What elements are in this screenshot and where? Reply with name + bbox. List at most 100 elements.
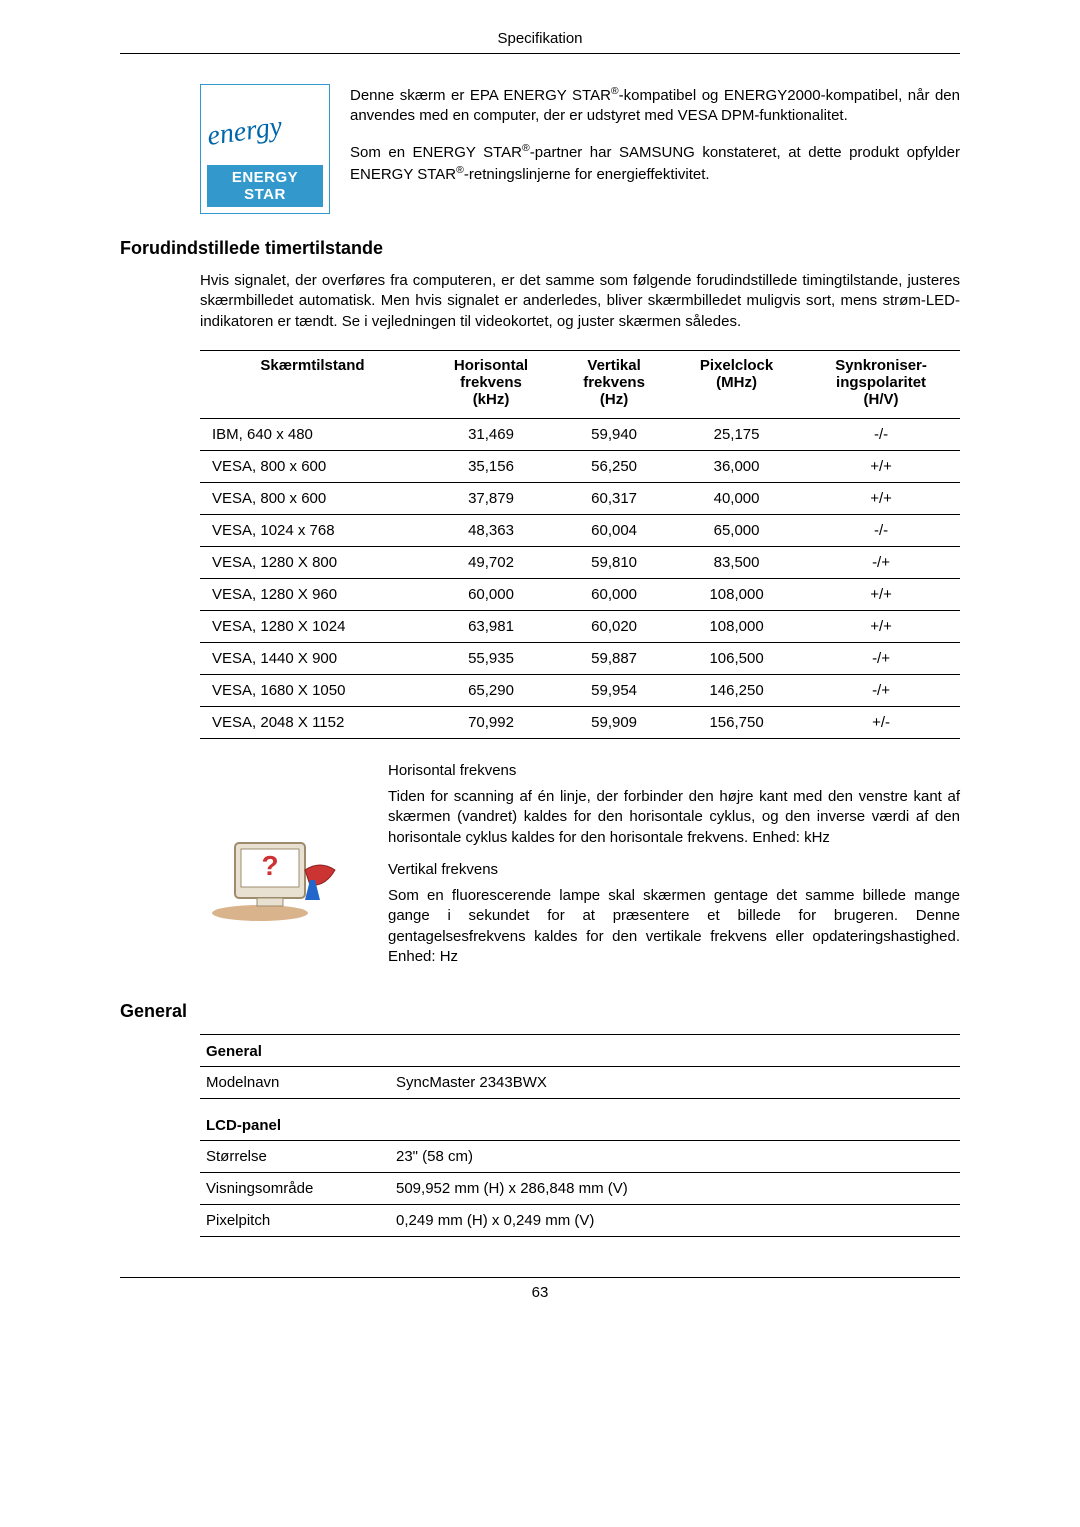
table-row: Visningsområde 509,952 mm (H) x 286,848 … [200,1173,960,1205]
cell-s: +/+ [802,578,960,610]
header-title: Specifikation [497,30,582,47]
cell-h: 55,935 [425,642,557,674]
cell-s: -/- [802,514,960,546]
cell-v: 59,810 [557,546,671,578]
cell-s: +/+ [802,610,960,642]
intro-block: energy ENERGY STAR Denne skærm er EPA EN… [200,84,960,214]
hfreq-body: Tiden for scanning af én linje, der forb… [388,787,960,848]
intro-para-1: Denne skærm er EPA ENERGY STAR®-kompatib… [350,84,960,127]
table-row: VESA, 800 x 60035,15656,25036,000+/+ [200,450,960,482]
cell-mode: VESA, 1280 X 960 [200,578,425,610]
cell-s: +/- [802,706,960,738]
energy-logo-label: ENERGY STAR [207,165,323,207]
lcd-section-row: LCD-panel [200,1099,960,1141]
cell-mode: VESA, 800 x 600 [200,482,425,514]
cell-s: -/- [802,418,960,450]
cell-v: 59,909 [557,706,671,738]
cell-h: 60,000 [425,578,557,610]
cell-h: 31,469 [425,418,557,450]
cell-p: 146,250 [671,674,802,706]
table-row: VESA, 1280 X 80049,70259,81083,500-/+ [200,546,960,578]
page-header: Specifikation [120,30,960,54]
cell-mode: VESA, 800 x 600 [200,450,425,482]
table-row: Pixelpitch 0,249 mm (H) x 0,249 mm (V) [200,1205,960,1237]
cell-mode: VESA, 1280 X 1024 [200,610,425,642]
cell-v: 60,317 [557,482,671,514]
cell-s: -/+ [802,546,960,578]
timing-body: Hvis signalet, der overføres fra compute… [200,271,960,332]
cell-v: 59,940 [557,418,671,450]
cell-mode: VESA, 1680 X 1050 [200,674,425,706]
cell-mode: VESA, 1280 X 800 [200,546,425,578]
table-row: IBM, 640 x 48031,46959,94025,175-/- [200,418,960,450]
timing-header-row: Skærmtilstand Horisontal frekvens (kHz) … [200,350,960,418]
table-row: VESA, 800 x 60037,87960,31740,000+/+ [200,482,960,514]
cell-h: 49,702 [425,546,557,578]
frequency-illustration-icon: ? [200,810,360,930]
general-table: General Modelnavn SyncMaster 2343BWX LCD… [200,1034,960,1237]
cell-h: 37,879 [425,482,557,514]
cell-p: 40,000 [671,482,802,514]
cell-value: 23" (58 cm) [390,1141,960,1173]
vfreq-title: Vertikal frekvens [388,860,960,880]
cell-p: 156,750 [671,706,802,738]
cell-v: 60,004 [557,514,671,546]
cell-mode: VESA, 2048 X 1152 [200,706,425,738]
frequency-text: Horisontal frekvens Tiden for scanning a… [388,761,960,979]
cell-p: 108,000 [671,610,802,642]
th-vfreq: Vertikal frekvens (Hz) [557,350,671,418]
cell-label: Visningsområde [200,1173,390,1205]
lcd-section-label: LCD-panel [200,1099,960,1141]
cell-v: 60,020 [557,610,671,642]
table-row: VESA, 2048 X 115270,99259,909156,750+/- [200,706,960,738]
general-heading: General [120,1001,960,1022]
cell-v: 56,250 [557,450,671,482]
timing-table: Skærmtilstand Horisontal frekvens (kHz) … [200,350,960,739]
table-row: VESA, 1280 X 96060,00060,000108,000+/+ [200,578,960,610]
cell-v: 59,887 [557,642,671,674]
th-hfreq: Horisontal frekvens (kHz) [425,350,557,418]
table-row: VESA, 1024 x 76848,36360,00465,000-/- [200,514,960,546]
table-row: Størrelse 23" (58 cm) [200,1141,960,1173]
intro-text: Denne skærm er EPA ENERGY STAR®-kompatib… [350,84,960,214]
cell-h: 35,156 [425,450,557,482]
hfreq-title: Horisontal frekvens [388,761,960,781]
table-row: VESA, 1440 X 90055,93559,887106,500-/+ [200,642,960,674]
energy-star-logo: energy ENERGY STAR [200,84,330,214]
cell-mode: IBM, 640 x 480 [200,418,425,450]
cell-label: Pixelpitch [200,1205,390,1237]
cell-s: -/+ [802,674,960,706]
energy-logo-script: energy [205,105,324,153]
cell-p: 106,500 [671,642,802,674]
th-pixelclock: Pixelclock (MHz) [671,350,802,418]
cell-p: 25,175 [671,418,802,450]
timing-heading: Forudindstillede timertilstande [120,238,960,259]
page-footer: 63 [120,1277,960,1301]
th-mode: Skærmtilstand [200,350,425,418]
cell-value: SyncMaster 2343BWX [390,1067,960,1099]
cell-label: Størrelse [200,1141,390,1173]
general-section-label: General [200,1035,960,1067]
cell-s: -/+ [802,642,960,674]
intro-para-2: Som en ENERGY STAR®-partner har SAMSUNG … [350,141,960,186]
table-row: VESA, 1280 X 102463,98160,020108,000+/+ [200,610,960,642]
cell-p: 83,500 [671,546,802,578]
general-section-row: General [200,1035,960,1067]
cell-v: 59,954 [557,674,671,706]
cell-value: 509,952 mm (H) x 286,848 mm (V) [390,1173,960,1205]
svg-text:?: ? [261,850,278,881]
cell-label: Modelnavn [200,1067,390,1099]
cell-mode: VESA, 1440 X 900 [200,642,425,674]
cell-h: 70,992 [425,706,557,738]
cell-h: 65,290 [425,674,557,706]
th-sync: Synkroniser- ingspolaritet (H/V) [802,350,960,418]
cell-h: 48,363 [425,514,557,546]
cell-p: 36,000 [671,450,802,482]
vfreq-body: Som en fluorescerende lampe skal skærmen… [388,886,960,967]
table-row: Modelnavn SyncMaster 2343BWX [200,1067,960,1099]
cell-s: +/+ [802,482,960,514]
cell-h: 63,981 [425,610,557,642]
page-number: 63 [532,1284,549,1301]
cell-p: 108,000 [671,578,802,610]
cell-mode: VESA, 1024 x 768 [200,514,425,546]
